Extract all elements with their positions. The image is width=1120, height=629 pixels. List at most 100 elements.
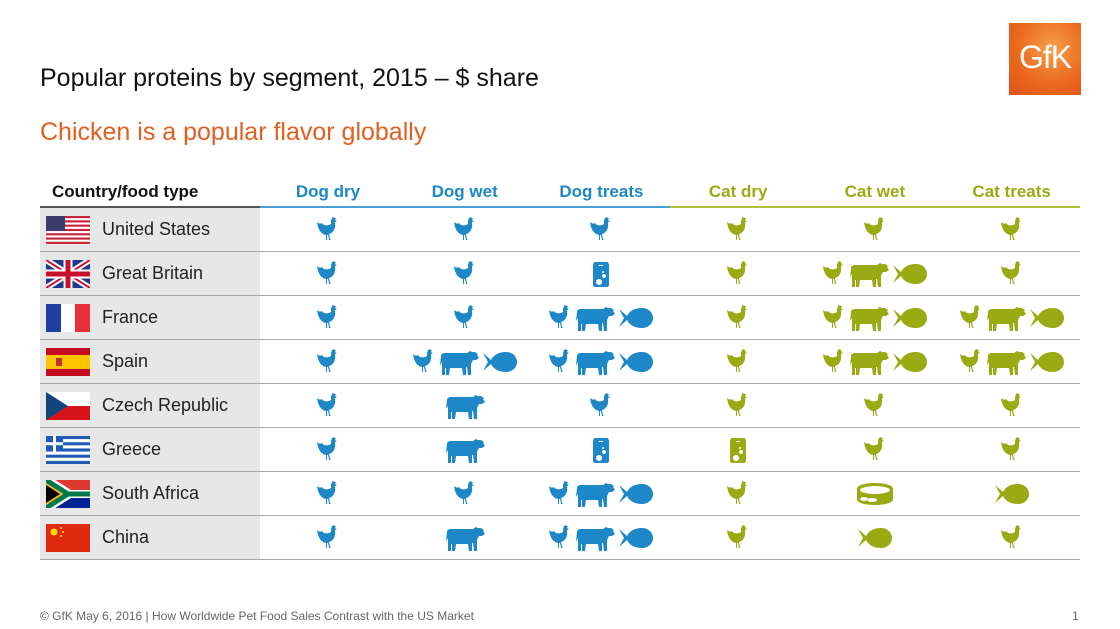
table-row: Greece <box>40 428 1080 472</box>
chicken-icon <box>1000 260 1024 288</box>
page-number: 1 <box>1072 609 1079 623</box>
cell-dog-wet <box>396 384 533 427</box>
fish-icon <box>618 304 654 332</box>
table-row: South Africa <box>40 472 1080 516</box>
cell-dog-treats <box>533 296 670 339</box>
flag-cz-icon <box>46 391 90 420</box>
fish-icon <box>482 348 518 376</box>
cell-cat-treats <box>943 208 1080 251</box>
fish-icon <box>892 260 928 288</box>
table-row: Czech Republic <box>40 384 1080 428</box>
cow-icon <box>849 304 889 332</box>
chicken-icon <box>589 216 613 244</box>
country-name: South Africa <box>102 483 200 503</box>
cell-cat-treats <box>943 340 1080 383</box>
cell-dog-treats <box>533 208 670 251</box>
country-cell: France <box>40 296 260 339</box>
chicken-icon <box>548 524 572 552</box>
cell-cat-dry <box>670 384 807 427</box>
cow-icon <box>575 304 615 332</box>
cell-dog-wet <box>396 428 533 471</box>
cow-icon <box>445 392 485 420</box>
fish-icon <box>618 524 654 552</box>
chicken-icon <box>316 304 340 332</box>
country-name: France <box>102 307 159 327</box>
cell-dog-wet <box>396 340 533 383</box>
chicken-icon <box>316 524 340 552</box>
fish-icon <box>892 348 928 376</box>
chicken-icon <box>453 216 477 244</box>
header-cat-wet: Cat wet <box>806 178 944 208</box>
fish-icon <box>1029 304 1065 332</box>
cell-dog-wet <box>396 472 533 515</box>
cell-cat-treats <box>943 428 1080 471</box>
chicken-icon <box>316 348 340 376</box>
chicken-icon <box>822 304 846 332</box>
cell-cat-wet <box>807 428 944 471</box>
cell-cat-wet <box>807 516 944 559</box>
country-cell: China <box>40 516 260 559</box>
cow-icon <box>849 348 889 376</box>
chicken-icon <box>453 304 477 332</box>
country-cell: Great Britain <box>40 252 260 295</box>
country-name: Great Britain <box>102 263 204 283</box>
chicken-icon <box>1000 436 1024 464</box>
country-cell: United States <box>40 208 260 251</box>
slide-subtitle: Chicken is a popular flavor globally <box>40 118 427 146</box>
bag-icon <box>591 436 611 464</box>
flag-za-icon <box>46 479 90 508</box>
table-row: Great Britain <box>40 252 1080 296</box>
flag-gb-icon <box>46 259 90 288</box>
cell-cat-dry <box>670 472 807 515</box>
header-dog-dry: Dog dry <box>259 178 397 208</box>
cell-dog-dry <box>260 208 397 251</box>
flag-fr-icon <box>46 303 90 332</box>
header-dog-treats: Dog treats <box>533 178 670 208</box>
cell-cat-treats <box>943 296 1080 339</box>
cell-dog-dry <box>260 516 397 559</box>
cell-dog-treats <box>533 252 670 295</box>
table-row: China <box>40 516 1080 560</box>
chicken-icon <box>453 480 477 508</box>
cell-dog-wet <box>396 516 533 559</box>
cell-dog-dry <box>260 428 397 471</box>
chicken-icon <box>1000 392 1024 420</box>
fish-icon <box>994 480 1030 508</box>
chicken-icon <box>726 524 750 552</box>
cell-dog-dry <box>260 384 397 427</box>
cell-dog-dry <box>260 472 397 515</box>
cell-dog-wet <box>396 296 533 339</box>
bag-icon <box>728 436 748 464</box>
cow-icon <box>445 524 485 552</box>
footer-text: © GfK May 6, 2016 | How Worldwide Pet Fo… <box>40 609 474 623</box>
chicken-icon <box>453 260 477 288</box>
cell-cat-treats <box>943 516 1080 559</box>
chicken-icon <box>316 436 340 464</box>
gfk-logo: GfK <box>1009 23 1081 95</box>
country-name: Czech Republic <box>102 395 229 415</box>
chicken-icon <box>863 216 887 244</box>
cell-cat-dry <box>670 252 807 295</box>
header-country: Country/food type <box>40 178 260 208</box>
flag-gr-icon <box>46 435 90 464</box>
cell-cat-wet <box>807 296 944 339</box>
chicken-icon <box>548 304 572 332</box>
cell-dog-wet <box>396 208 533 251</box>
cell-cat-treats <box>943 252 1080 295</box>
cell-cat-dry <box>670 428 807 471</box>
chicken-icon <box>726 260 750 288</box>
cell-dog-treats <box>533 340 670 383</box>
chicken-icon <box>959 304 983 332</box>
cell-dog-dry <box>260 296 397 339</box>
cell-dog-treats <box>533 472 670 515</box>
table-row: France <box>40 296 1080 340</box>
chicken-icon <box>1000 524 1024 552</box>
cell-cat-wet <box>807 472 944 515</box>
chicken-icon <box>726 348 750 376</box>
flag-us-icon <box>46 215 90 244</box>
cell-dog-dry <box>260 340 397 383</box>
cow-icon <box>445 436 485 464</box>
header-cat-dry: Cat dry <box>669 178 807 208</box>
header-dog-wet: Dog wet <box>396 178 534 208</box>
country-name: Spain <box>102 351 149 371</box>
